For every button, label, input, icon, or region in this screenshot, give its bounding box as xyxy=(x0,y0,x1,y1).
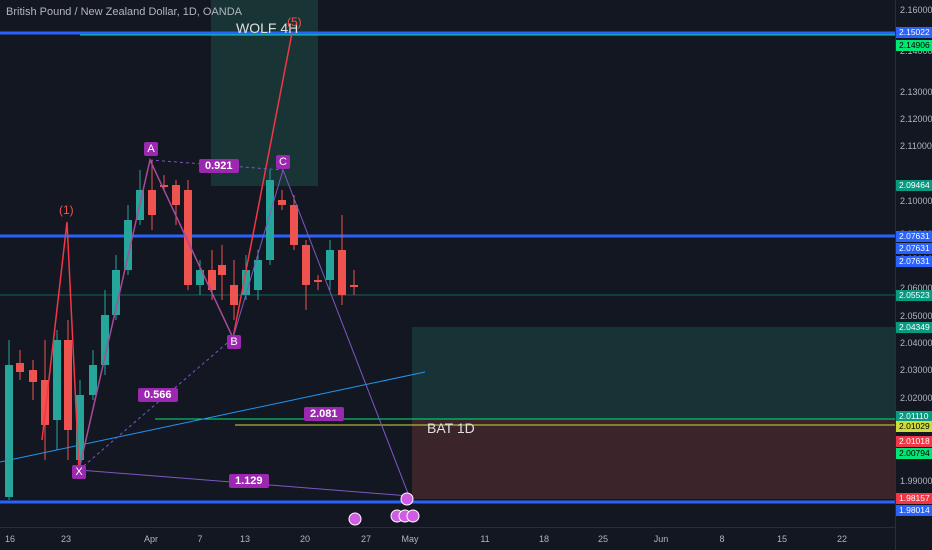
candle-body-12 xyxy=(148,190,156,215)
candle-body-20 xyxy=(242,270,250,295)
candle-body-23 xyxy=(278,200,286,205)
point-a-label: A xyxy=(144,142,158,156)
candle-body-25 xyxy=(302,245,310,285)
candle-body-4 xyxy=(53,340,61,420)
symbol-title: British Pound / New Zealand Dollar, 1D, … xyxy=(6,6,242,18)
harmonic-pattern xyxy=(78,158,410,497)
time-tick: 25 xyxy=(597,534,609,544)
price-tick: 2.12000 xyxy=(900,114,932,124)
price-tick: 2.11000 xyxy=(900,141,932,151)
point-b-label: B xyxy=(227,335,241,349)
candle-body-24 xyxy=(290,205,298,245)
candle-body-1 xyxy=(16,363,24,372)
price-tag: 2.15022 xyxy=(896,27,932,38)
price-tag: 2.00794 xyxy=(896,448,932,459)
price-tag: 2.14906 xyxy=(896,40,932,51)
price-tag: 2.05523 xyxy=(896,290,932,301)
price-tag: 1.98014 xyxy=(896,505,932,516)
ratio-label-0921: 0.921 xyxy=(199,159,239,173)
price-tick: 2.05000 xyxy=(900,311,932,321)
wave-1-label: (1) xyxy=(59,203,74,217)
price-tick: 2.14000 xyxy=(900,46,932,56)
price-tag: 2.07631 xyxy=(896,256,932,267)
candle-body-26 xyxy=(314,280,322,282)
candle-body-2 xyxy=(29,370,37,382)
time-tick: 20 xyxy=(299,534,311,544)
bat-stop-loss-zone xyxy=(412,419,895,499)
price-tick: 2.13000 xyxy=(900,87,932,97)
price-axis[interactable] xyxy=(895,0,932,550)
price-tag: 2.01110 xyxy=(896,411,932,422)
price-tick: 2.06000 xyxy=(900,283,932,293)
wolf-target-zone xyxy=(211,0,318,186)
price-tick: 2.03000 xyxy=(900,365,932,375)
ratio-label-0566: 0.566 xyxy=(138,388,178,402)
candle-body-19 xyxy=(230,285,238,305)
candle-body-0 xyxy=(5,365,13,497)
candle-body-21 xyxy=(254,260,262,290)
candle-body-15 xyxy=(184,190,192,285)
time-tick: 22 xyxy=(836,534,848,544)
price-tag: 2.07631 xyxy=(896,231,932,242)
bat-take-profit-zone xyxy=(412,327,895,419)
price-tag: 2.01018 xyxy=(896,436,932,447)
time-tick: 8 xyxy=(719,534,725,544)
price-tag: 2.01029 xyxy=(896,421,932,432)
candle-body-9 xyxy=(112,270,120,315)
trend-line xyxy=(0,371,426,463)
harmonic-xb-line xyxy=(78,337,234,471)
candle-body-14 xyxy=(172,185,180,205)
bat-1d-label: BAT 1D xyxy=(427,420,475,436)
wolf-4h-label: WOLF 4H xyxy=(236,20,299,36)
candle-body-22 xyxy=(266,180,274,260)
time-tick: Apr xyxy=(143,534,159,544)
candle-body-18 xyxy=(218,265,226,275)
time-tick: 18 xyxy=(538,534,550,544)
time-tick: 16 xyxy=(4,534,16,544)
time-tick: 11 xyxy=(480,534,490,544)
time-axis[interactable] xyxy=(0,527,895,550)
price-tick: 2.02000 xyxy=(900,393,932,403)
price-tag: 1.98157 xyxy=(896,493,932,504)
price-chart[interactable] xyxy=(0,0,895,527)
ratio-label-1129: 1.129 xyxy=(229,474,269,488)
price-tick: 2.04000 xyxy=(900,338,932,348)
time-tick: 7 xyxy=(197,534,203,544)
candle-body-16 xyxy=(196,270,204,285)
candle-body-5 xyxy=(64,340,72,430)
point-x-label: X xyxy=(72,465,86,479)
price-tick: 2.10000 xyxy=(900,196,932,206)
candle-body-6 xyxy=(76,395,84,460)
point-c-label: C xyxy=(276,155,290,169)
candle-body-28 xyxy=(338,250,346,295)
candle-body-27 xyxy=(326,250,334,280)
time-tick: 15 xyxy=(776,534,788,544)
time-tick: Jun xyxy=(653,534,669,544)
candle-body-13 xyxy=(160,185,168,187)
ratio-label-2081: 2.081 xyxy=(304,407,344,421)
event-icon-4 xyxy=(400,492,414,506)
price-tag: 2.09464 xyxy=(896,180,932,191)
candle-body-7 xyxy=(89,365,97,395)
price-tag: 2.04349 xyxy=(896,322,932,333)
time-tick: 27 xyxy=(360,534,372,544)
time-tick: May xyxy=(401,534,419,544)
time-tick: 13 xyxy=(239,534,251,544)
candle-body-3 xyxy=(41,380,49,425)
event-icon-3 xyxy=(406,509,420,523)
candle-body-8 xyxy=(101,315,109,365)
price-tick: 2.16000 xyxy=(900,5,932,15)
candle-body-29 xyxy=(350,285,358,287)
time-tick: 23 xyxy=(60,534,72,544)
candle-body-10 xyxy=(124,220,132,270)
price-tick: 1.99000 xyxy=(900,476,932,486)
price-tag: 2.07631 xyxy=(896,243,932,254)
candle-body-17 xyxy=(208,270,216,290)
wolf-point-5-label: (5) xyxy=(287,15,302,29)
event-icon-0 xyxy=(348,512,362,526)
